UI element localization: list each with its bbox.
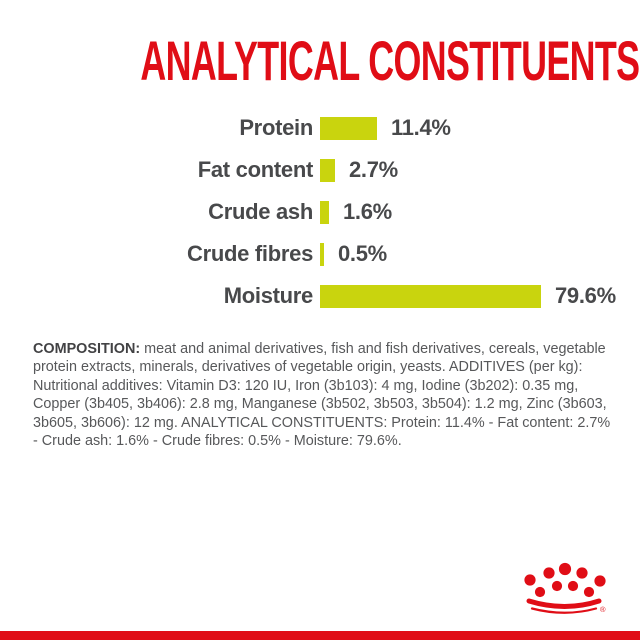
bar-protein xyxy=(320,116,377,140)
bar-crude-fibres xyxy=(320,242,324,266)
chart-row-protein: Protein 11.4% xyxy=(0,107,640,149)
analytical-constituents-chart: Protein 11.4% Fat content 2.7% Crude ash… xyxy=(0,107,640,317)
royal-canin-crown-icon: ® xyxy=(524,562,606,614)
composition-text: COMPOSITION: meat and animal derivatives… xyxy=(33,340,615,450)
bar-value: 11.4% xyxy=(391,115,451,140)
bar-moisture xyxy=(320,284,541,308)
composition-lead: COMPOSITION: xyxy=(33,341,141,357)
bar-crude-ash xyxy=(320,200,329,224)
bar-value: 1.6% xyxy=(343,199,392,224)
bar-label: Crude ash xyxy=(208,199,313,224)
bar-value: 2.7% xyxy=(349,157,398,182)
chart-row-crude-fibres: Crude fibres 0.5% xyxy=(0,233,640,275)
bar-label: Protein xyxy=(239,115,313,140)
bar-fat-content xyxy=(320,158,335,182)
chart-row-fat-content: Fat content 2.7% xyxy=(0,149,640,191)
chart-row-moisture: Moisture 79.6% xyxy=(0,275,640,317)
chart-row-crude-ash: Crude ash 1.6% xyxy=(0,191,640,233)
bar-value: 79.6% xyxy=(555,283,616,308)
bar-label: Fat content xyxy=(197,157,314,182)
page-title: ANALYTICAL CONSTITUENTS xyxy=(0,33,640,89)
footer-red-bar xyxy=(0,631,640,640)
page-title-text: ANALYTICAL CONSTITUENTS xyxy=(140,29,640,92)
bar-value: 0.5% xyxy=(338,241,387,266)
registered-trademark: ® xyxy=(600,605,606,614)
bar-label: Moisture xyxy=(223,283,314,308)
bar-label: Crude fibres xyxy=(187,241,313,266)
composition-body: meat and animal derivatives, fish and fi… xyxy=(33,341,611,450)
